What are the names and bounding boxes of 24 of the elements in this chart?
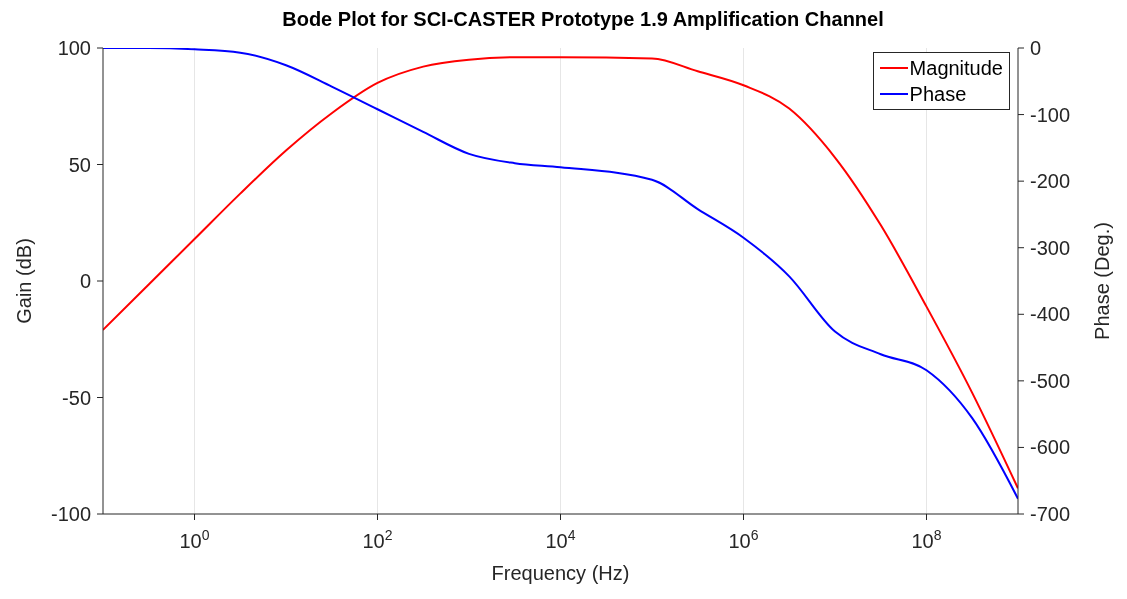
y-tick-label: 50 — [68, 153, 91, 176]
y2-tick-label: -600 — [1030, 436, 1071, 459]
x-tick-label: 10$^{2}$ — [362, 527, 393, 552]
y-tick-label: -100 — [50, 503, 91, 525]
y-tick-label: -50 — [62, 386, 91, 409]
y2-tick-label: 0 — [1030, 37, 1042, 59]
y2-tick-label: -100 — [1030, 103, 1071, 126]
x-tick-label: 10$^{8}$ — [911, 527, 942, 552]
chart-title: Bode Plot for SCI-CASTER Prototype 1.9 Amplification Channel — [281, 8, 885, 32]
y2-tick-label: -300 — [1030, 236, 1071, 259]
y-tick-label: 100 — [57, 37, 91, 59]
y-axis-title: Gain (dB) — [13, 238, 36, 324]
legend-label: Phase — [909, 82, 967, 107]
legend-label: Magnitude — [909, 56, 1003, 81]
x-tick-label: 10$^{4}$ — [545, 527, 576, 552]
y2-axis-title: Phase (Deg.) — [1091, 222, 1114, 340]
y-tick-label: 0 — [79, 270, 91, 292]
x-tick-label: 10$^{0}$ — [179, 527, 210, 552]
x-tick-label: 10$^{6}$ — [728, 527, 759, 552]
y2-tick-label: -500 — [1030, 369, 1071, 392]
y2-tick-label: -400 — [1030, 303, 1071, 326]
x-axis-title: Frequency (Hz) — [491, 562, 630, 584]
y2-tick-label: -200 — [1030, 170, 1071, 193]
y2-tick-label: -700 — [1030, 503, 1071, 525]
